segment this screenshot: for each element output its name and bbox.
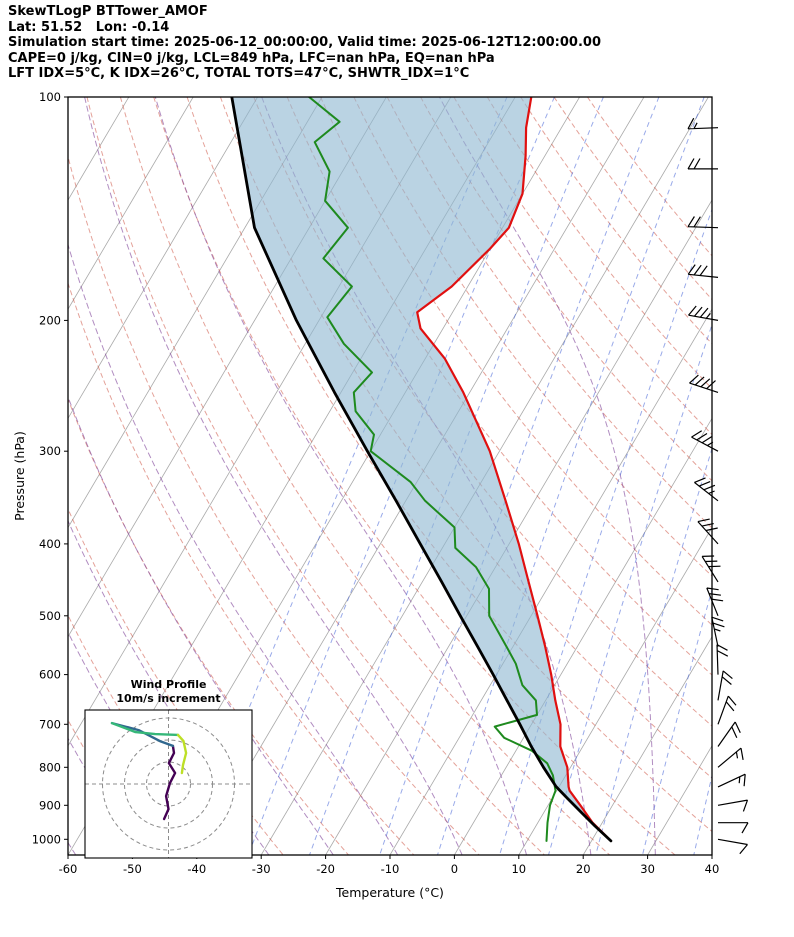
hodograph (85, 710, 252, 858)
hodograph-trace-segment (162, 744, 177, 821)
y-axis-label: Pressure (hPa) (12, 431, 27, 521)
x-tick-label: -30 (252, 862, 271, 876)
wind-barb (717, 799, 749, 812)
x-tick-label: -40 (187, 862, 206, 876)
time-line: Simulation start time: 2025-06-12_00:00:… (8, 35, 601, 50)
x-tick-label: 0 (451, 862, 458, 876)
wind-barb (717, 695, 737, 725)
location-line: Lat: 51.52 Lon: -0.14 (8, 19, 170, 35)
wind-barb (687, 264, 719, 278)
wind-barbs (687, 117, 749, 855)
wind-barb (687, 158, 718, 170)
y-tick-label: 200 (39, 313, 61, 327)
wind-barb (717, 838, 748, 855)
x-tick-label: 20 (576, 862, 591, 876)
y-tick-label: 600 (39, 668, 61, 682)
y-tick-label: 800 (39, 760, 61, 774)
temperature-curve (416, 97, 612, 842)
stability-indices-line-1: CAPE=0 j/kg, CIN=0 j/kg, LCL=849 hPa, LF… (8, 50, 495, 66)
wind-barb (694, 477, 719, 502)
wind-barb (717, 670, 733, 701)
cape-cin-shading (231, 97, 611, 841)
wind-barb (697, 518, 719, 545)
wind-barb (691, 430, 719, 452)
hodograph-trace-segment (110, 721, 175, 748)
hodograph-trace-segment (176, 733, 188, 775)
wind-barb (711, 616, 725, 647)
x-tick-label: 10 (511, 862, 526, 876)
parcel-curve (230, 97, 613, 843)
wind-barb (689, 374, 719, 393)
wind-barb (687, 117, 719, 130)
x-tick-label: -10 (381, 862, 400, 876)
y-tick-label: 400 (39, 537, 61, 551)
wind-barb (701, 555, 721, 583)
hodograph-title: Wind Profile (131, 678, 207, 691)
x-axis-label: Temperature (°C) (335, 885, 444, 900)
y-tick-label: 500 (39, 609, 61, 623)
wind-barb (706, 587, 724, 617)
y-tick-label: 900 (39, 798, 61, 812)
wind-barb (717, 773, 746, 788)
wind-barb (716, 644, 729, 675)
x-tick-label: 30 (640, 862, 655, 876)
y-tick-label: 100 (39, 90, 61, 104)
x-tick-label: -60 (59, 862, 78, 876)
hodograph-trace-segment (110, 721, 180, 737)
figure-title: SkewTLogP BTTower_AMOF (8, 4, 208, 19)
hodograph-border (84, 709, 253, 859)
hodograph-subtitle: 10m/s increment (116, 692, 220, 705)
y-tick-label: 1000 (32, 832, 61, 846)
wind-barb (717, 721, 741, 747)
x-tick-label: 40 (705, 862, 720, 876)
stability-indices-line-2: LFT IDX=5°C, K IDX=26°C, TOTAL TOTS=47°C… (8, 66, 470, 81)
figure-header: SkewTLogP BTTower_AMOF Lat: 51.52 Lon: -… (8, 4, 601, 82)
y-tick-label: 300 (39, 444, 61, 458)
wind-barb (688, 305, 719, 321)
x-tick-label: -50 (123, 862, 142, 876)
wind-barb (717, 747, 744, 768)
x-tick-label: -20 (316, 862, 335, 876)
y-tick-label: 700 (39, 717, 61, 731)
wind-barb (687, 216, 719, 229)
wind-barb (718, 822, 749, 834)
